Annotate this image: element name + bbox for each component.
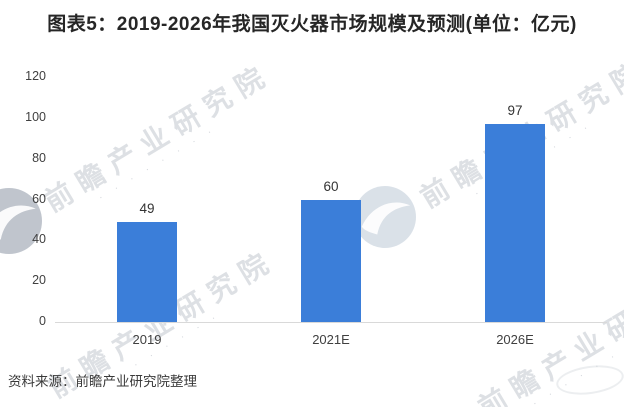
bar-2021E [301,200,361,322]
y-tick-label: 120 [25,69,46,83]
y-tick-label: 80 [32,150,46,165]
bar-2019 [117,222,177,322]
value-label: 49 [139,201,155,216]
x-category-label: 2019 [132,332,162,347]
y-tick-label: 0 [39,314,46,328]
chart-title: 图表5：2019-2026年我国灭火器市场规模及预测(单位：亿元) [47,14,577,35]
y-tick-label: 40 [32,232,46,247]
value-label: 60 [323,179,339,194]
x-category-label: 2021E [312,332,350,347]
y-tick-label: 100 [25,109,46,124]
y-tick-label: 20 [32,273,46,288]
x-axis-line [55,322,607,323]
source-note: 资料来源：前瞻产业研究院整理 [8,374,197,389]
y-tick-label: 60 [32,191,46,206]
value-label: 97 [507,103,523,118]
x-category-label: 2026E [496,332,534,347]
bar-2026E [485,124,545,322]
